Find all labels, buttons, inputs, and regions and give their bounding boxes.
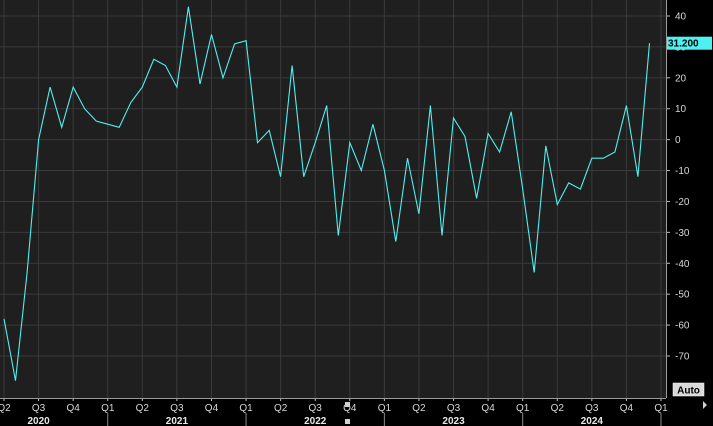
x-tick-label: Q2	[412, 403, 426, 414]
year-label: 2024	[581, 416, 604, 426]
x-tick-label: Q1	[516, 403, 530, 414]
y-tick-label: 20	[675, 73, 687, 84]
x-tick-label: Q2	[551, 403, 565, 414]
x-tick-label: Q4	[481, 403, 495, 414]
labels: 31.200 Auto	[345, 36, 712, 424]
axis-corner-icon	[703, 401, 707, 409]
x-tick-label: Q1	[101, 403, 115, 414]
x-tick-label: Q3	[309, 403, 323, 414]
x-tick-label: Q1	[654, 403, 668, 414]
auto-label: Auto	[677, 386, 700, 397]
y-tick-label: -10	[675, 166, 690, 177]
series-line	[3, 6, 651, 381]
x-tick-label: Q4	[205, 403, 219, 414]
x-axis-scroll-icon	[345, 402, 350, 407]
y-tick-label: -70	[675, 352, 690, 363]
x-tick-label: Q4	[620, 403, 634, 414]
y-tick-label: -60	[675, 321, 690, 332]
x-tick-label: Q1	[239, 403, 253, 414]
x-tick-label: Q1	[378, 403, 392, 414]
year-label: 2021	[166, 416, 189, 426]
y-tick-label: 10	[675, 104, 687, 115]
x-tick-label: Q4	[343, 403, 357, 414]
year-label: 2023	[442, 416, 465, 426]
x-tick-label: Q2	[0, 403, 11, 414]
y-tick-label: 40	[675, 12, 687, 23]
year-label: 2022	[304, 416, 327, 426]
axes: 403020100-10-20-30-40-50-60-70Q2Q3Q4Q1Q2…	[0, 0, 690, 426]
x-axis-scroll-icon	[345, 419, 350, 424]
x-tick-label: Q3	[447, 403, 461, 414]
auto-badge	[672, 382, 705, 397]
x-tick-label: Q3	[32, 403, 46, 414]
plot-area	[0, 0, 666, 398]
y-tick-label: -20	[675, 197, 690, 208]
last-value-label: 31.200	[668, 39, 699, 50]
y-tick-label: 0	[675, 135, 681, 146]
year-label: 2020	[27, 416, 50, 426]
x-tick-label: Q3	[585, 403, 599, 414]
y-tick-label: -40	[675, 259, 690, 270]
x-tick-label: Q2	[274, 403, 288, 414]
series-layer	[3, 6, 651, 381]
y-tick-label: -30	[675, 228, 690, 239]
x-tick-label: Q2	[136, 403, 150, 414]
last-value-badge	[667, 36, 712, 50]
x-tick-label: Q4	[66, 403, 80, 414]
y-tick-label: -50	[675, 290, 690, 301]
x-tick-label: Q3	[170, 403, 184, 414]
grid-lines	[0, 0, 666, 398]
